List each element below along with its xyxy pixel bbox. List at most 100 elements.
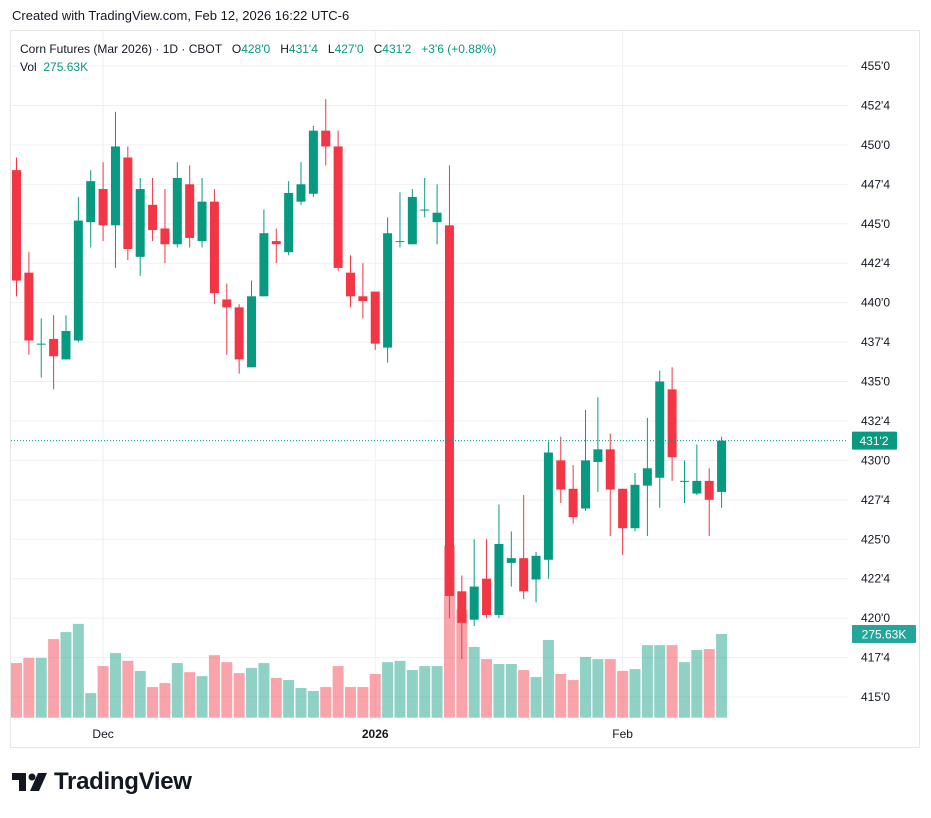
candle-down xyxy=(556,460,566,490)
candle-up xyxy=(420,209,430,211)
candle-up xyxy=(61,331,71,360)
candle-down xyxy=(123,157,133,249)
volume-bar xyxy=(518,670,530,718)
volume-legend: Vol 275.63K xyxy=(20,58,496,76)
price-tick-label: 442'4 xyxy=(861,256,890,270)
volume-bar xyxy=(147,687,159,718)
volume-bar xyxy=(270,677,282,718)
candle-down xyxy=(370,291,380,344)
volume-bar xyxy=(666,645,678,718)
candle-up xyxy=(110,146,120,226)
candle-up xyxy=(655,381,665,478)
candle-up xyxy=(383,233,393,348)
candle-up xyxy=(36,343,46,345)
candle-up xyxy=(259,233,269,297)
tradingview-logo[interactable]: TradingView xyxy=(12,768,192,796)
volume-bar xyxy=(23,657,35,718)
candle-down xyxy=(444,225,454,597)
volume-bar xyxy=(35,657,47,718)
price-tick-label: 425'0 xyxy=(861,532,890,546)
volume-bar xyxy=(208,655,220,718)
price-tick-label: 432'4 xyxy=(861,414,890,428)
volume-bar xyxy=(505,663,517,718)
candle-down xyxy=(568,488,578,518)
candle-down xyxy=(704,480,714,500)
volume-bar xyxy=(85,693,97,718)
volume-bar xyxy=(629,669,641,718)
chart-legend: Corn Futures (Mar 2026) · 1D · CBOT O428… xyxy=(20,40,496,76)
volume-bar xyxy=(481,659,493,718)
time-tick-label: Feb xyxy=(612,727,633,741)
price-tick-label: 417'4 xyxy=(861,651,890,665)
candle-up xyxy=(197,201,207,242)
volume-bar xyxy=(196,676,208,718)
volume-value: 275.63K xyxy=(43,60,89,74)
candle-down xyxy=(209,201,219,294)
volume-bar xyxy=(406,670,418,718)
candle-down xyxy=(12,170,21,281)
candle-down xyxy=(519,558,529,592)
candle-up xyxy=(593,449,603,462)
volume-bar xyxy=(555,673,567,718)
volume-bar xyxy=(530,677,542,718)
price-tick-label: 437'4 xyxy=(861,335,890,349)
candle-down xyxy=(222,299,232,308)
price-tick-label: 447'4 xyxy=(861,177,890,191)
candle-up xyxy=(469,586,479,620)
candle-up xyxy=(717,440,727,492)
price-tick-label: 450'0 xyxy=(861,138,890,152)
candle-down xyxy=(98,189,108,226)
volume-bar xyxy=(691,649,703,718)
volume-bar xyxy=(72,623,84,718)
volume-bar xyxy=(468,646,480,718)
candle-down xyxy=(333,146,343,268)
volume-bar xyxy=(246,667,258,718)
volume-bar xyxy=(542,639,554,718)
candle-up xyxy=(73,220,83,341)
volume-bar xyxy=(320,687,332,718)
symbol-title[interactable]: Corn Futures (Mar 2026) · 1D · CBOT xyxy=(20,42,222,56)
candle-up xyxy=(407,196,417,245)
volume-bar xyxy=(283,680,295,718)
candle-up xyxy=(506,558,516,563)
open-value: 428'0 xyxy=(241,42,271,56)
volume-bar xyxy=(703,649,715,718)
high-label: H xyxy=(280,42,289,56)
candle-down xyxy=(234,307,244,360)
volume-bar xyxy=(159,683,171,718)
last-price-label: 431'2 xyxy=(860,434,889,448)
volume-bar xyxy=(493,663,505,718)
volume-bar xyxy=(48,639,60,718)
volume-bar xyxy=(641,645,653,718)
volume-bar xyxy=(307,690,319,718)
candle-up xyxy=(172,178,182,245)
candle-up xyxy=(531,555,541,580)
last-volume-badge xyxy=(852,625,916,643)
price-tick-label: 427'4 xyxy=(861,493,890,507)
candle-up xyxy=(135,189,145,257)
price-tick-label: 452'4 xyxy=(861,98,890,112)
low-value: 427'0 xyxy=(334,42,364,56)
volume-bar xyxy=(60,632,72,718)
price-tick-label: 415'0 xyxy=(861,690,890,704)
time-tick-label: Dec xyxy=(92,727,113,741)
low-label: L xyxy=(327,42,335,56)
candle-down xyxy=(482,578,492,615)
change-value: +3'6 (+0.88%) xyxy=(421,42,497,56)
chart-frame xyxy=(10,30,920,748)
volume-bar xyxy=(654,645,666,718)
candle-up xyxy=(679,480,689,482)
volume-bar xyxy=(567,680,579,718)
last-price-badge xyxy=(852,431,897,450)
price-tick-label: 435'0 xyxy=(861,375,890,389)
candle-down xyxy=(148,204,158,231)
price-tick-label: 420'0 xyxy=(861,611,890,625)
volume-bar xyxy=(344,687,356,718)
candle-down xyxy=(345,272,355,297)
price-tick-label: 445'0 xyxy=(861,217,890,231)
high-value: 431'4 xyxy=(288,42,318,56)
close-value: 431'2 xyxy=(382,42,412,56)
volume-bar xyxy=(97,666,109,718)
candle-down xyxy=(605,449,615,490)
